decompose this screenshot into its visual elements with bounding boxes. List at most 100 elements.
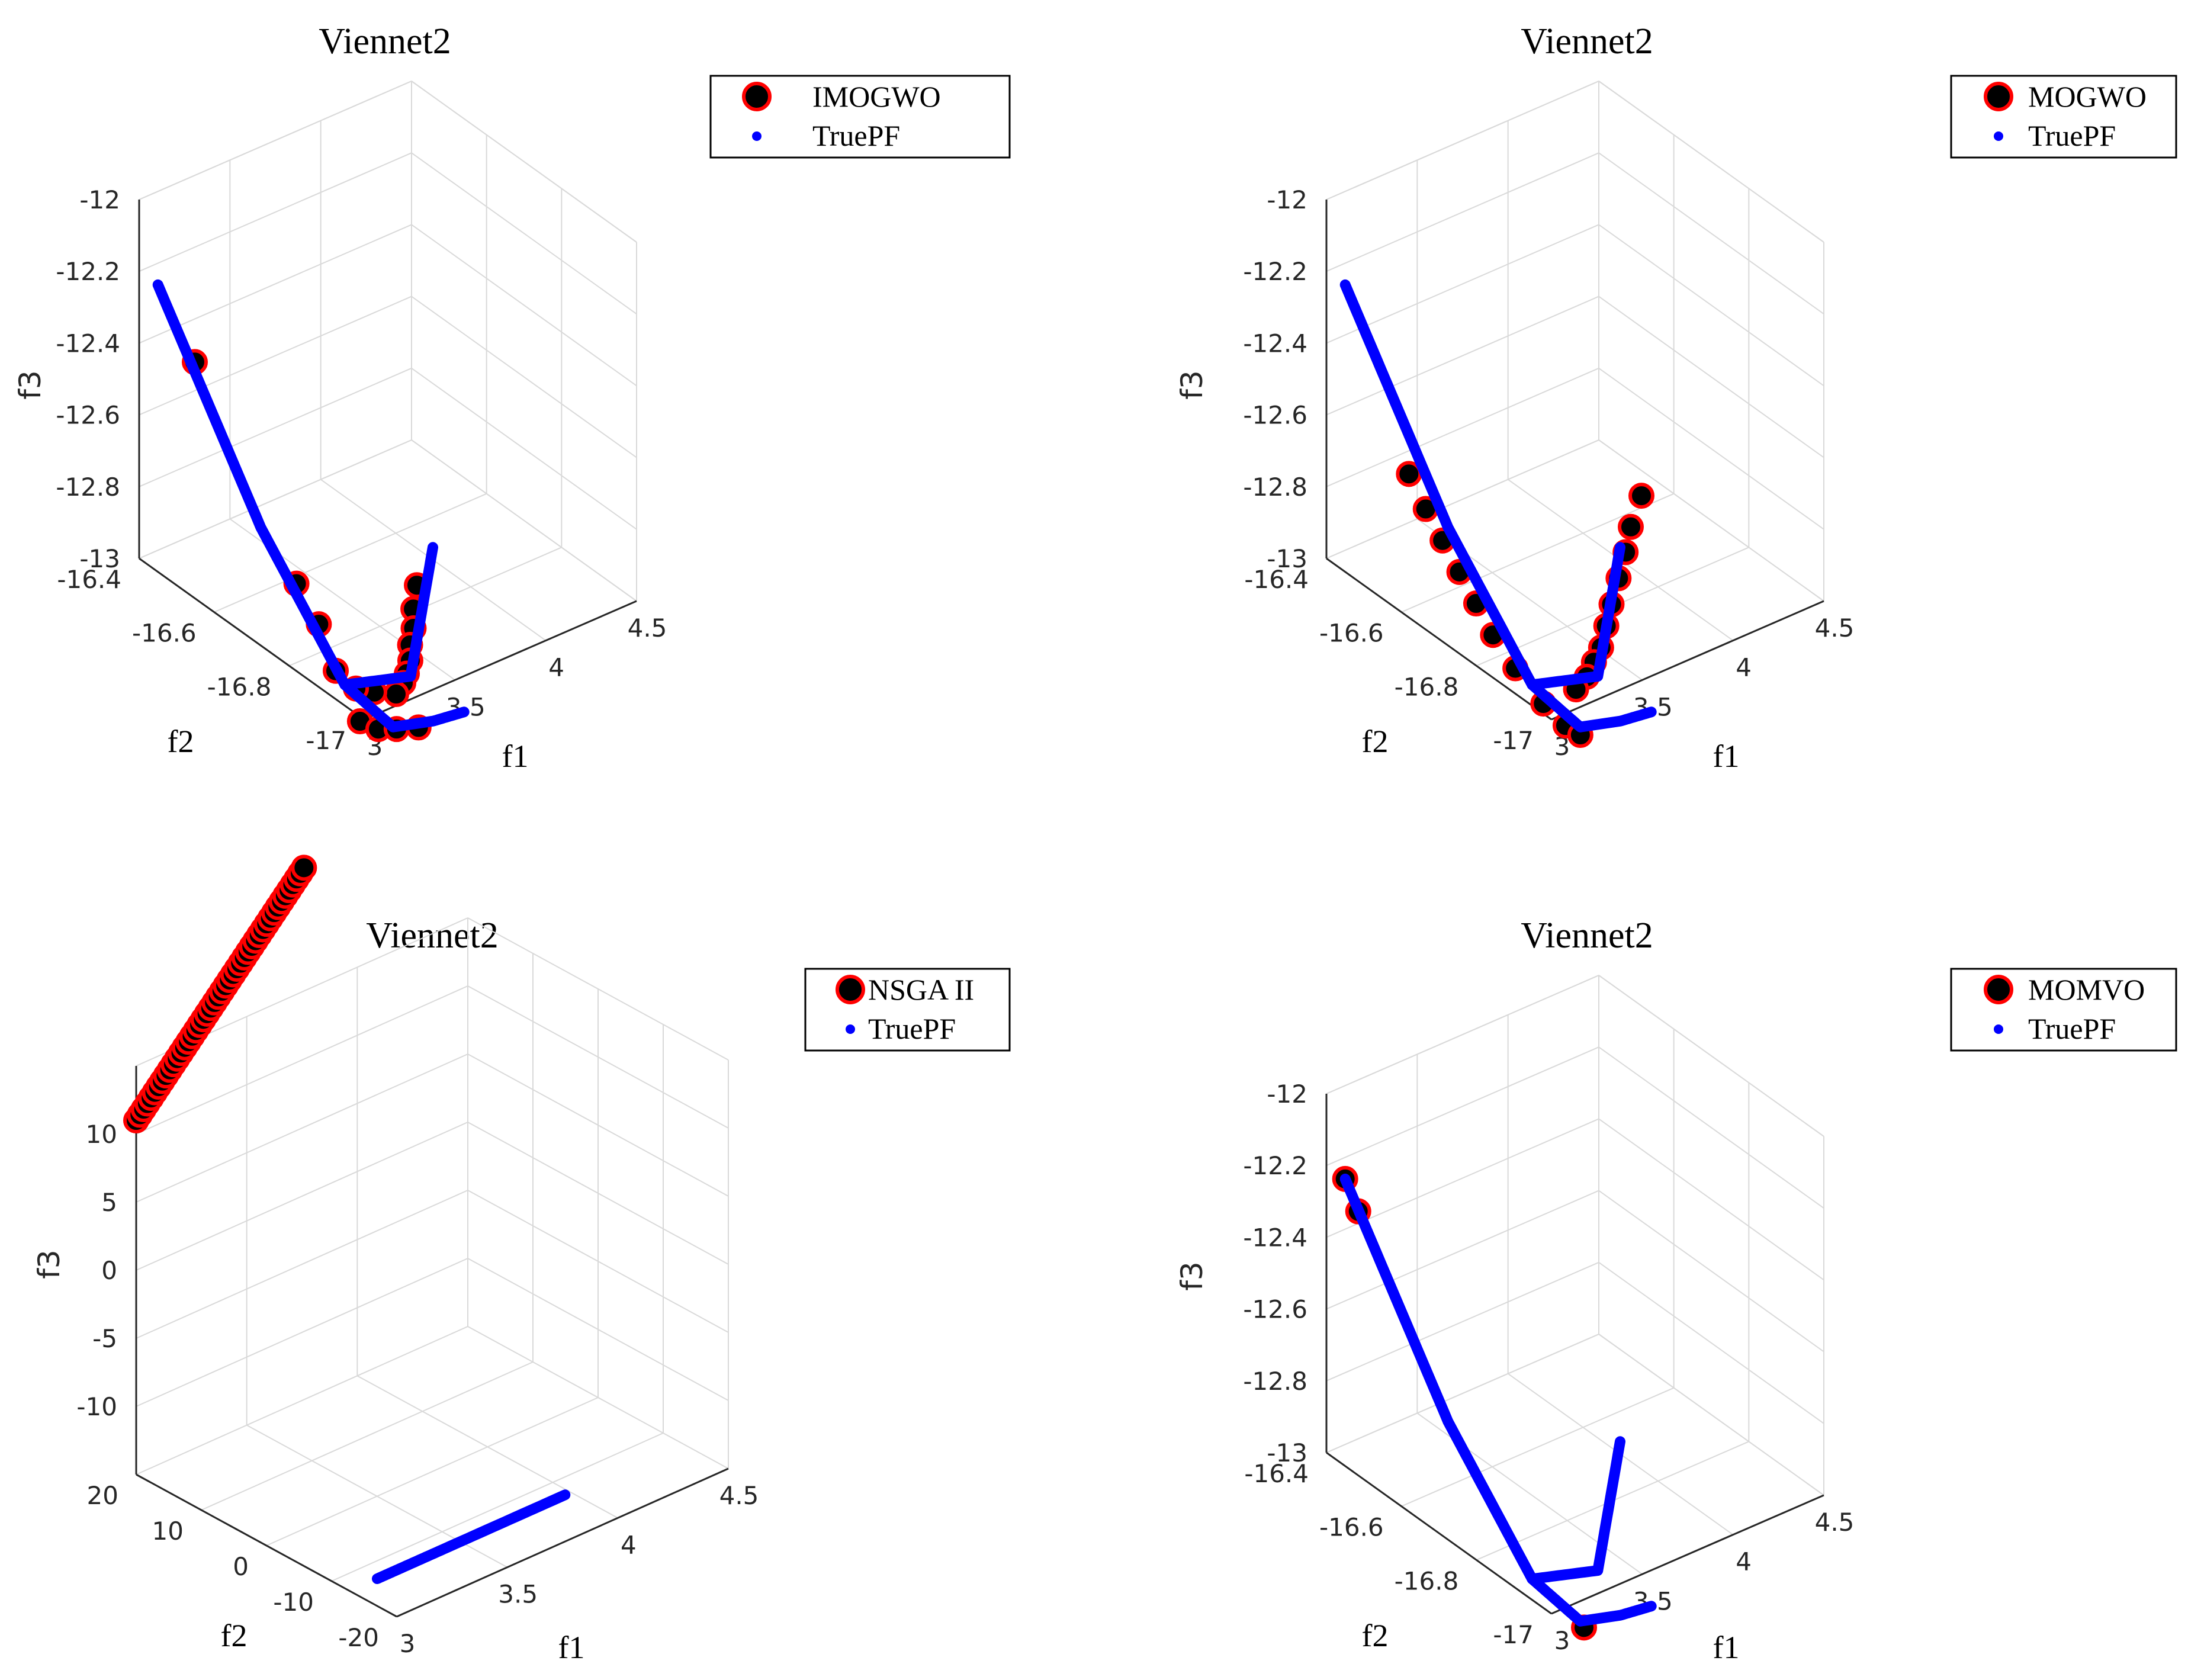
y-axis-line: [1326, 557, 1552, 721]
grid-lines: [1325, 81, 1824, 721]
x-tick-label: 4: [621, 1530, 637, 1559]
grid-line: [1598, 367, 1824, 530]
y-tick-label: 20: [87, 1481, 118, 1510]
box-edge: [1598, 81, 1824, 243]
z-tick-label: -12.8: [1243, 1367, 1307, 1396]
x-tick-label: 4.5: [1815, 1508, 1855, 1537]
grid-line: [1598, 152, 1824, 315]
grid-line: [136, 985, 468, 1135]
x-tick-label: 4: [1736, 1547, 1752, 1576]
grid-line: [139, 152, 412, 272]
grid-line: [136, 1258, 468, 1407]
y-tick-label: -10: [273, 1588, 314, 1617]
grid-line: [1326, 439, 1599, 559]
y-tick-label: -17: [306, 726, 346, 755]
subplot-title: Viennet2: [366, 916, 499, 956]
x-axis-line: [396, 1467, 729, 1618]
z-tick-label: -13: [1267, 544, 1307, 573]
box-edge: [139, 81, 412, 200]
truepf-curve: [1339, 279, 1657, 733]
subplot-title: Viennet2: [1521, 916, 1653, 956]
legend: IMOGWO TruePF: [709, 75, 1011, 159]
y-axis-line: [1326, 1451, 1552, 1615]
legend: MOMVO TruePF: [1950, 968, 2177, 1052]
legend-marker-circle: [1984, 975, 2013, 1004]
box-edge: [1326, 81, 1599, 200]
x-axis-line: [1551, 1494, 1824, 1615]
subplot-nsga2: Viennet2 f3 f2 f1 NSGA II TruePF 3 3.5 4 4.…: [32, 855, 1011, 1665]
solution-marker: [291, 855, 317, 881]
grid-line: [136, 1190, 468, 1339]
truepf-curve: [1339, 1173, 1657, 1627]
z-tick-label: -12.8: [1243, 473, 1307, 502]
grid-lines: [135, 917, 729, 1618]
truepf-curve: [372, 1489, 571, 1584]
z-axis-label: f3: [13, 370, 47, 399]
y-tick-label: -16.6: [1319, 619, 1384, 648]
legend-entry: MOGWO: [2028, 80, 2147, 113]
grid-lines: [1325, 975, 1824, 1615]
truepf-curve: [339, 542, 438, 690]
box-edge: [467, 917, 729, 1061]
grid-line: [411, 367, 637, 530]
x-axis-label: f1: [1713, 1630, 1740, 1665]
grid-line: [1598, 1118, 1824, 1281]
legend-marker-dot: [1994, 131, 2003, 141]
legend-marker-dot: [1994, 1024, 2003, 1034]
solution-marker: [1628, 483, 1654, 509]
y-tick-label: -16.4: [1244, 565, 1309, 594]
grid-line: [1326, 1046, 1599, 1167]
truepf-curve: [1527, 1436, 1625, 1585]
z-tick-label: -5: [92, 1324, 117, 1353]
legend-entry: TruePF: [2028, 1012, 2116, 1045]
grid-line: [467, 1258, 729, 1401]
x-tick-label: 4.5: [628, 613, 667, 643]
x-axis-line: [364, 600, 637, 721]
x-axis-line: [1551, 600, 1824, 721]
z-tick-label: -12: [1267, 1080, 1307, 1109]
grid-line: [467, 1190, 729, 1333]
y-tick-label: -16.4: [1244, 1459, 1309, 1488]
y-axis-label: f2: [221, 1618, 248, 1653]
grid-line: [1326, 1118, 1599, 1238]
data-series: [152, 279, 470, 743]
y-tick-label: -16.8: [1395, 672, 1459, 701]
y-tick-label: -16.8: [1395, 1566, 1459, 1595]
z-tick-label: -12.2: [1243, 1151, 1307, 1180]
grid-line: [1598, 1190, 1824, 1353]
grid-line: [1326, 152, 1599, 272]
grid-line: [1326, 1334, 1599, 1453]
z-tick-label: -13: [1267, 1438, 1307, 1467]
x-tick-label: 3: [400, 1629, 416, 1658]
grid-line: [331, 1432, 664, 1582]
grid-line: [1326, 1261, 1599, 1382]
z-tick-label: -12.2: [56, 257, 120, 286]
y-tick-label: -17: [1493, 1620, 1534, 1649]
subplot-title: Viennet2: [319, 21, 451, 62]
grid-line: [467, 1053, 729, 1197]
x-axis-label: f1: [558, 1630, 585, 1665]
grid-line: [1326, 367, 1599, 487]
x-tick-label: 3: [1554, 1626, 1570, 1655]
grid-line: [1598, 439, 1824, 602]
tick-labels: 33.544.5-17-16.8-16.6-16.4-13-12.8-12.6-…: [1243, 185, 1854, 761]
z-tick-label: -12.4: [1243, 329, 1307, 358]
grid-line: [201, 1361, 534, 1511]
truepf-curve: [1527, 542, 1625, 690]
solution-marker: [1618, 513, 1644, 540]
grid-line: [1326, 1190, 1599, 1310]
grid-line: [467, 1122, 729, 1265]
grid-line: [411, 224, 637, 387]
grid-line: [411, 152, 637, 315]
legend-entry: TruePF: [868, 1012, 956, 1045]
truepf-curve: [152, 279, 470, 733]
grid-line: [411, 295, 637, 458]
data-series: [123, 855, 571, 1584]
z-tick-label: -10: [76, 1392, 117, 1421]
grid-line: [266, 1397, 599, 1546]
grid-line: [136, 1122, 468, 1271]
z-tick-label: -12.4: [56, 329, 120, 358]
y-tick-label: -20: [338, 1623, 379, 1652]
x-axis-label: f1: [502, 738, 529, 774]
